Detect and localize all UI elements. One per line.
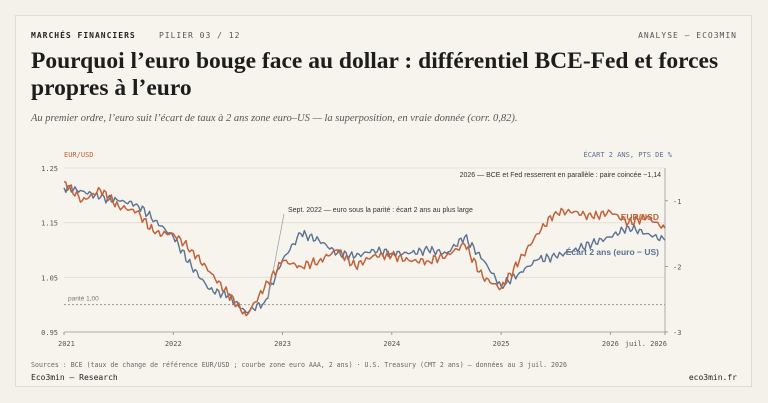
section-label: MARCHÉS FINANCIERS	[31, 31, 136, 40]
analysis-label: ANALYSE — ECO3MIN	[638, 31, 737, 40]
spread-series-line	[63, 184, 666, 314]
sources-note: Sources : BCE (taux de change de référen…	[31, 361, 567, 369]
x-tick-label: 2023	[274, 340, 291, 348]
x-tick-label: 2026	[602, 340, 619, 348]
pillar-label: PILIER 03 / 12	[158, 31, 241, 40]
left-tick-label: 0.95	[41, 329, 58, 337]
eurusd-series-line	[63, 180, 666, 317]
page-subtitle: Au premier ordre, l’euro suit l’écart de…	[31, 113, 518, 124]
section-eyebrow: MARCHÉS FINANCIERS PILIER 03 / 12	[31, 31, 240, 40]
right-tick-label: -3	[673, 329, 681, 337]
site-link[interactable]: eco3min.fr	[688, 373, 737, 382]
converge-annotation: 2026 — BCE et Fed resserrent en parallèl…	[460, 172, 661, 179]
page-title: Pourquoi l’euro bouge face au dollar : d…	[31, 48, 719, 101]
x-tick-label: 2021	[58, 340, 75, 348]
spread-series-label: Écart 2 ans (euro − US)	[566, 247, 659, 257]
right-tick-label: -1	[673, 198, 681, 206]
right-axis-title: ÉCART 2 ANS, PTS DE %	[583, 150, 672, 159]
left-tick-label: 1.25	[41, 165, 58, 173]
right-tick-label: -2	[673, 263, 681, 271]
chart-card	[15, 15, 752, 387]
x-tick-label: 2022	[165, 340, 182, 348]
left-axis-title: EUR/USD	[64, 151, 94, 159]
brand-label: Eco3min — Research	[31, 373, 118, 382]
x-tick-label: 2024	[383, 340, 400, 348]
left-tick-label: 1.05	[41, 274, 58, 282]
x-tick-label: juil. 2026	[625, 340, 667, 348]
left-tick-label: 1.15	[41, 220, 58, 228]
eurusd-series-label: EUR/USD	[621, 212, 659, 222]
x-tick-label: 2025	[493, 340, 510, 348]
parity-annotation: Sept. 2022 — euro sous la parité : écart…	[288, 207, 473, 214]
parity-label: parité 1,00	[68, 296, 99, 303]
parity-annotation-leader	[267, 213, 285, 299]
